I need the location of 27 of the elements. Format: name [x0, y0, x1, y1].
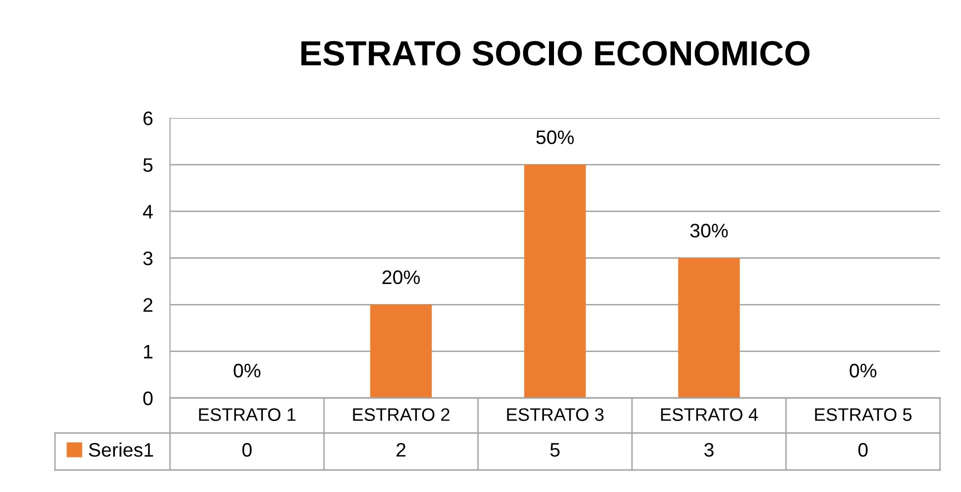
x-tick-label: ESTRATO 2 [353, 408, 450, 421]
bar [678, 258, 740, 398]
x-tick-label: ESTRATO 3 [507, 408, 604, 421]
data-label: 3 [704, 442, 714, 457]
data-label: 2 [396, 442, 406, 457]
y-tick-label: 3 [143, 251, 152, 266]
y-tick-label: 5 [143, 158, 153, 172]
annotation: 20% [382, 270, 420, 284]
legend-label: Series1 [88, 442, 154, 457]
data-label: 0 [858, 442, 868, 457]
y-tick-label: 4 [142, 205, 153, 218]
annotation: 0% [234, 364, 260, 378]
y-tick-label: 2 [144, 298, 152, 312]
annotation: 30% [690, 224, 728, 238]
bar [524, 164, 586, 398]
y-tick-label: 1 [144, 345, 152, 358]
x-tick-label: ESTRATO 5 [815, 408, 912, 421]
y-tick-label: 0 [143, 391, 153, 406]
bar [370, 304, 432, 398]
chart-title: ESTRATO SOCIO ECONOMICO [301, 40, 810, 66]
data-label: 0 [242, 442, 252, 457]
x-tick-label: ESTRATO 1 [199, 408, 296, 421]
annotation: 50% [536, 130, 574, 144]
annotation: 0% [850, 364, 876, 378]
data-label: 5 [550, 443, 560, 457]
y-tick-label: 6 [144, 111, 152, 126]
x-tick-label: ESTRATO 4 [661, 408, 758, 421]
